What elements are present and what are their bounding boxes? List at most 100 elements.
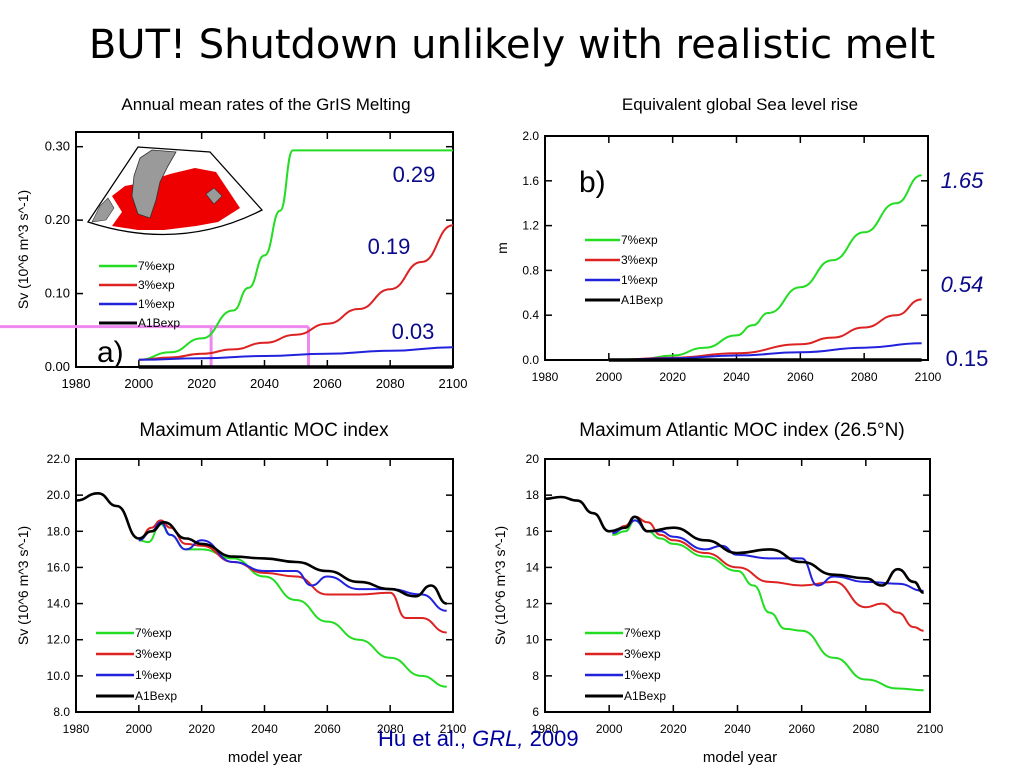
x-tick-label: 1980 xyxy=(63,722,90,736)
y-tick-label: 18 xyxy=(526,488,540,502)
x-tick-label: 2080 xyxy=(376,376,405,391)
legend-label: A1Bexp xyxy=(621,293,663,307)
y-tick-label: 1.2 xyxy=(522,219,539,233)
annotation-0-54: 0.54 xyxy=(941,272,984,297)
inset-land-right xyxy=(205,187,223,205)
y-tick-label: 0.10 xyxy=(45,286,70,301)
legend-label: 3%exp xyxy=(624,647,661,661)
citation-journal: GRL, xyxy=(472,726,524,751)
y-tick-label: 0.30 xyxy=(45,139,70,154)
panel-label: a) xyxy=(97,336,124,369)
panel-b: 1980 2000 2020 2040 2060 2080 2100 0.0 0.4 0.8 1.2… xyxy=(494,95,942,384)
series-line-1%exp xyxy=(138,521,447,612)
annotation-0-29: 0.29 xyxy=(393,162,436,187)
series-line-A1Bexp xyxy=(75,491,448,605)
series-line-7%exp xyxy=(608,174,922,361)
y-axis-label: Sv (10^6 m^3 s^-1) xyxy=(15,190,31,309)
legend-label: A1Bexp xyxy=(624,689,666,703)
legend-label: A1Bexp xyxy=(138,316,180,330)
x-tick-label: 2060 xyxy=(314,722,341,736)
inset-land-left xyxy=(91,197,115,223)
y-tick-label: 14.0 xyxy=(47,597,71,611)
x-axis-label: model year xyxy=(228,749,302,766)
y-tick-label: 8 xyxy=(532,669,539,683)
x-tick-label: 1980 xyxy=(532,370,559,384)
y-tick-label: 12 xyxy=(526,597,540,611)
citation: Hu et al., GRL, 2009 xyxy=(378,726,579,752)
y-tick-label: 20 xyxy=(526,452,540,466)
chart-title: Equivalent global Sea level rise xyxy=(622,95,858,114)
x-tick-label: 2080 xyxy=(377,722,404,736)
x-tick-label: 2040 xyxy=(250,376,279,391)
y-tick-label: 18.0 xyxy=(47,524,71,538)
series-line-1%exp xyxy=(138,346,454,361)
legend-label: 3%exp xyxy=(138,278,175,292)
x-tick-label: 2080 xyxy=(851,370,878,384)
y-tick-label: 0.0 xyxy=(522,353,539,367)
x-tick-label: 2040 xyxy=(723,370,750,384)
inset-greenland xyxy=(131,149,177,219)
annotation-0-03: 0.03 xyxy=(392,319,435,344)
x-tick-label: 2020 xyxy=(660,722,687,736)
y-tick-label: 20.0 xyxy=(47,488,71,502)
legend-label: 3%exp xyxy=(135,647,172,661)
x-tick-label: 2000 xyxy=(595,370,622,384)
y-tick-label: 0.8 xyxy=(522,263,539,277)
legend-label: A1Bexp xyxy=(135,689,177,703)
x-tick-label: 2100 xyxy=(439,376,468,391)
y-axis-label: m xyxy=(494,242,510,254)
legend-label: 7%exp xyxy=(138,259,175,273)
series-line-3%exp xyxy=(612,515,924,632)
annotation-1-65: 1.65 xyxy=(941,168,985,193)
x-tick-label: 2100 xyxy=(915,370,942,384)
y-tick-label: 16.0 xyxy=(47,560,71,574)
x-tick-label: 2020 xyxy=(188,722,215,736)
y-tick-label: 0.20 xyxy=(45,212,70,227)
chart-title: Annual mean rates of the GrIS Melting xyxy=(121,95,410,114)
slide-title: BUT! Shutdown unlikely with realistic me… xyxy=(88,22,936,68)
annotation-0-15: 0.15 xyxy=(946,346,989,371)
y-tick-label: 10 xyxy=(526,633,540,647)
y-tick-label: 12.0 xyxy=(47,633,71,647)
series-line-7%exp xyxy=(138,149,453,361)
x-tick-label: 2000 xyxy=(125,722,152,736)
x-tick-label: 2040 xyxy=(724,722,751,736)
series-line-3%exp xyxy=(608,298,922,361)
y-tick-label: 2.0 xyxy=(522,129,539,143)
x-tick-label: 2020 xyxy=(187,376,216,391)
x-tick-label: 2020 xyxy=(659,370,686,384)
y-tick-label: 22.0 xyxy=(47,452,71,466)
y-tick-label: 1.6 xyxy=(522,174,539,188)
y-tick-label: 16 xyxy=(526,524,540,538)
legend-label: 7%exp xyxy=(624,626,661,640)
x-tick-label: 2040 xyxy=(251,722,278,736)
panel-c: 1980 2000 2020 2040 2060 2080 2100 8.0 10.0 12.0 1… xyxy=(15,452,467,736)
panel-label: b) xyxy=(579,166,606,199)
legend-label: 1%exp xyxy=(135,668,172,682)
citation-year: 2009 xyxy=(523,726,579,751)
legend-label: 1%exp xyxy=(138,297,175,311)
x-tick-label: 2100 xyxy=(440,722,467,736)
panel-d-title: Maximum Atlantic MOC index (26.5°N) xyxy=(579,420,904,441)
x-tick-label: 2080 xyxy=(852,722,879,736)
citation-authors: Hu et al., xyxy=(378,726,473,751)
y-tick-label: 0.00 xyxy=(45,359,70,374)
legend-label: 7%exp xyxy=(621,233,658,247)
series-line-A1Bexp xyxy=(544,495,924,594)
y-tick-label: 10.0 xyxy=(47,669,71,683)
x-tick-label: 2060 xyxy=(787,370,814,384)
x-tick-label: 2000 xyxy=(596,722,623,736)
series-line-3%exp xyxy=(138,224,454,361)
legend-label: 1%exp xyxy=(621,273,658,287)
x-axis-label: model year xyxy=(703,749,777,766)
x-tick-label: 1980 xyxy=(532,722,559,736)
y-tick-label: 6 xyxy=(532,705,539,719)
y-tick-label: 14 xyxy=(526,560,540,574)
legend-label: 3%exp xyxy=(621,253,658,267)
series-line-7%exp xyxy=(612,519,924,692)
annotation-0-19: 0.19 xyxy=(368,234,411,259)
panel-a: 1980 2000 2020 2040 2060 2080 2100 0.00 0.10 0.20… xyxy=(0,95,467,391)
inset-map xyxy=(86,146,264,236)
legend-label: 7%exp xyxy=(135,626,172,640)
